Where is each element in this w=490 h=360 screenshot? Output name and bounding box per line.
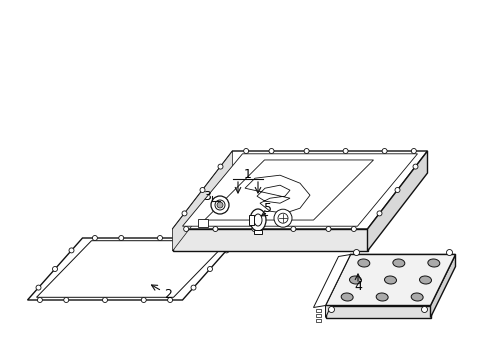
Polygon shape	[316, 314, 320, 316]
Ellipse shape	[393, 259, 405, 267]
Polygon shape	[249, 215, 254, 225]
Circle shape	[211, 196, 229, 214]
Circle shape	[215, 200, 225, 210]
Circle shape	[353, 249, 360, 256]
Circle shape	[141, 297, 146, 302]
Ellipse shape	[341, 293, 353, 301]
Circle shape	[119, 235, 124, 240]
Circle shape	[395, 188, 400, 193]
Text: 4: 4	[354, 279, 362, 292]
Text: 3: 3	[203, 189, 211, 202]
Text: 2: 2	[164, 288, 172, 302]
Circle shape	[213, 226, 218, 231]
Circle shape	[224, 248, 229, 253]
Circle shape	[218, 164, 223, 169]
Circle shape	[36, 285, 41, 290]
Circle shape	[382, 149, 387, 153]
Circle shape	[196, 235, 201, 240]
Circle shape	[207, 266, 213, 271]
Circle shape	[377, 211, 382, 216]
Circle shape	[168, 297, 172, 302]
Ellipse shape	[376, 293, 388, 301]
Polygon shape	[182, 154, 417, 226]
Circle shape	[182, 211, 187, 216]
Circle shape	[446, 249, 452, 256]
Polygon shape	[172, 151, 427, 229]
Text: 1: 1	[244, 167, 252, 180]
Circle shape	[37, 297, 43, 302]
Circle shape	[64, 297, 69, 302]
Ellipse shape	[411, 293, 423, 301]
Circle shape	[304, 149, 309, 153]
Circle shape	[278, 213, 288, 223]
Polygon shape	[316, 319, 320, 321]
Circle shape	[252, 226, 257, 231]
Circle shape	[411, 149, 416, 153]
Circle shape	[157, 235, 163, 240]
Polygon shape	[172, 229, 368, 251]
Polygon shape	[431, 255, 456, 318]
Circle shape	[200, 188, 205, 193]
Circle shape	[244, 149, 248, 153]
Polygon shape	[314, 255, 350, 307]
Circle shape	[191, 285, 196, 290]
Circle shape	[184, 226, 189, 231]
Circle shape	[328, 306, 335, 312]
Ellipse shape	[428, 259, 440, 267]
Polygon shape	[325, 306, 431, 318]
Circle shape	[413, 164, 418, 169]
Ellipse shape	[250, 209, 266, 231]
Polygon shape	[254, 230, 262, 234]
Circle shape	[102, 297, 107, 302]
Circle shape	[343, 149, 348, 153]
Polygon shape	[316, 309, 320, 311]
Ellipse shape	[358, 259, 370, 267]
Polygon shape	[325, 255, 456, 306]
Ellipse shape	[419, 276, 432, 284]
Polygon shape	[368, 151, 427, 251]
Circle shape	[217, 202, 223, 208]
Circle shape	[351, 226, 356, 231]
Text: 5: 5	[264, 202, 272, 215]
Circle shape	[421, 306, 427, 312]
Ellipse shape	[254, 214, 262, 226]
Circle shape	[291, 226, 296, 231]
Polygon shape	[36, 241, 228, 297]
Polygon shape	[197, 219, 207, 227]
Polygon shape	[325, 255, 456, 306]
Ellipse shape	[385, 276, 396, 284]
Circle shape	[326, 226, 331, 231]
Polygon shape	[172, 151, 232, 251]
Ellipse shape	[349, 276, 362, 284]
Circle shape	[222, 235, 227, 240]
Polygon shape	[325, 255, 350, 318]
Circle shape	[93, 235, 98, 240]
Circle shape	[274, 209, 292, 227]
Circle shape	[269, 149, 274, 153]
Circle shape	[69, 248, 74, 253]
Polygon shape	[27, 238, 238, 300]
Circle shape	[52, 266, 57, 271]
